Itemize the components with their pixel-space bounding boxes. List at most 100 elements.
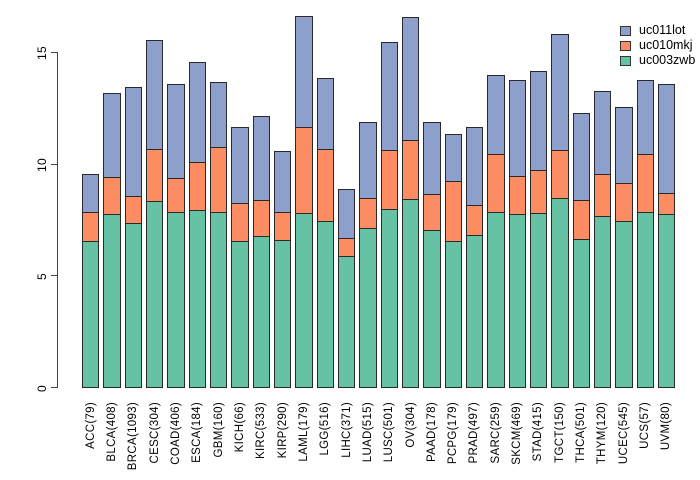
bar-segment-uc010mkj [317,149,333,221]
x-axis-label: ESCA(184) [187,402,207,463]
x-axis-label: OV(304) [401,402,421,448]
x-axis-label-text: UVM(80) [660,402,673,451]
bar-segment-uc010mkj [189,162,205,210]
bar-cesc [145,39,164,388]
bar-kich [231,126,249,388]
x-axis-label: BRCA(1093) [123,402,143,470]
x-axis-label-text: BLCA(408) [106,402,118,462]
x-axis-label: COAD(406) [166,402,186,465]
bar-segment-uc011lot [146,40,163,149]
y-tick-label-text: 10 [35,157,49,172]
x-axis-label-text: LIHC(371) [340,402,353,458]
x-axis-label: BLCA(408) [102,402,122,462]
bar-segment-uc011lot [338,190,355,239]
bar-skcm [508,79,526,388]
legend-entry-uc011lot: uc011lot [620,23,695,38]
bar-segment-uc003zwb [317,220,333,387]
x-axis-label: KICH(66) [230,402,250,452]
bar-segment-uc010mkj [530,170,547,213]
bar-paad [423,122,441,388]
x-axis-label: GBM(160) [209,402,229,457]
x-axis-label-text: COAD(406) [169,402,182,465]
bar-segment-uc003zwb [83,241,99,387]
legend-label: uc003zwb [639,53,696,67]
bar-segment-uc010mkj [232,202,248,241]
bar-segment-uc010mkj [104,176,120,215]
x-axis-label-text: LUSC(501) [383,402,396,463]
bar-segment-uc011lot [232,127,248,203]
bar-segment-uc010mkj [594,173,611,217]
x-axis-label: STAD(415) [528,402,548,461]
x-axis-label: SARC(259) [486,402,506,464]
bar-lusc [380,41,398,388]
bar-segment-uc010mkj [552,149,568,199]
bar-lgg [316,77,334,388]
legend-entry-uc010mkj: uc010mkj [620,38,695,53]
bar-segment-uc011lot [317,78,333,150]
y-tick-mark [51,163,57,165]
x-axis-label: PAAD(178) [422,402,442,462]
x-axis-label-text: THCA(501) [575,402,588,463]
x-axis-label: LGG(516) [315,402,335,456]
bar-segment-uc011lot [189,63,205,163]
bar-segment-uc010mkj [168,177,184,212]
bar-segment-uc003zwb [424,229,440,388]
legend: uc011lot uc010mkj uc003zwb [620,23,695,68]
bar-segment-uc003zwb [210,211,227,387]
bar-segment-uc011lot [445,134,461,181]
x-axis-label-text: CESC(304) [148,402,161,464]
bar-segment-uc003zwb [296,212,312,387]
x-axis-label: CESC(304) [145,402,165,464]
x-axis-label-text: UCS(57) [639,402,651,449]
x-axis-label: UVM(80) [656,402,676,450]
x-axis-label: UCS(57) [635,402,655,449]
x-axis-label: LUAD(515) [358,402,378,462]
bar-gbm [209,82,228,388]
bar-segment-uc011lot [573,114,589,201]
bar-segment-uc003zwb [658,214,675,387]
bar-segment-uc003zwb [104,214,120,387]
bar-segment-uc010mkj [274,211,291,241]
bar-segment-uc011lot [83,174,99,212]
bar-segment-uc003zwb [360,227,376,387]
x-axis-label: TGCT(150) [550,402,570,463]
bar-segment-uc003zwb [125,222,141,387]
x-axis-label: LUSC(501) [379,402,399,462]
bar-segment-uc010mkj [338,238,355,256]
bar-segment-uc003zwb [637,211,653,387]
x-axis-label: THYM(120) [592,402,612,464]
bar-pcpg [444,133,462,388]
bar-segment-uc011lot [104,94,120,177]
bar-thym [593,91,612,388]
bar-segment-uc003zwb [338,255,355,387]
x-axis-label-text: ESCA(184) [191,402,204,463]
x-axis-label: LIHC(371) [337,402,357,458]
plot-area [82,10,676,388]
bar-laml [295,16,313,388]
legend-entry-uc003zwb: uc003zwb [620,53,695,68]
x-axis-label-text: KIRC(533) [255,402,268,460]
bar-segment-uc010mkj [445,180,461,241]
bar-stad [529,71,548,388]
x-axis-label-text: PCPG(179) [447,402,460,465]
x-axis-label-text: SARC(259) [489,402,502,464]
bar-prad [465,126,484,388]
y-tick-label: 0 [34,366,50,410]
legend-swatch-icon [620,25,631,36]
bar-segment-uc003zwb [402,199,419,387]
y-axis-line [57,52,58,388]
bar-ucs [636,79,654,388]
bar-blca [103,93,121,388]
x-axis-label-text: LAML(179) [297,402,310,462]
bar-lihc [337,189,356,388]
bar-segment-uc010mkj [381,149,397,210]
bar-segment-uc010mkj [509,175,525,215]
x-axis-label-text: BRCA(1093) [127,402,140,471]
bar-thca [572,113,590,388]
bar-brca [124,86,142,388]
bar-segment-uc010mkj [466,204,483,236]
bar-segment-uc010mkj [658,193,675,215]
x-axis-label-text: LUAD(515) [361,402,374,463]
bar-segment-uc010mkj [573,200,589,239]
